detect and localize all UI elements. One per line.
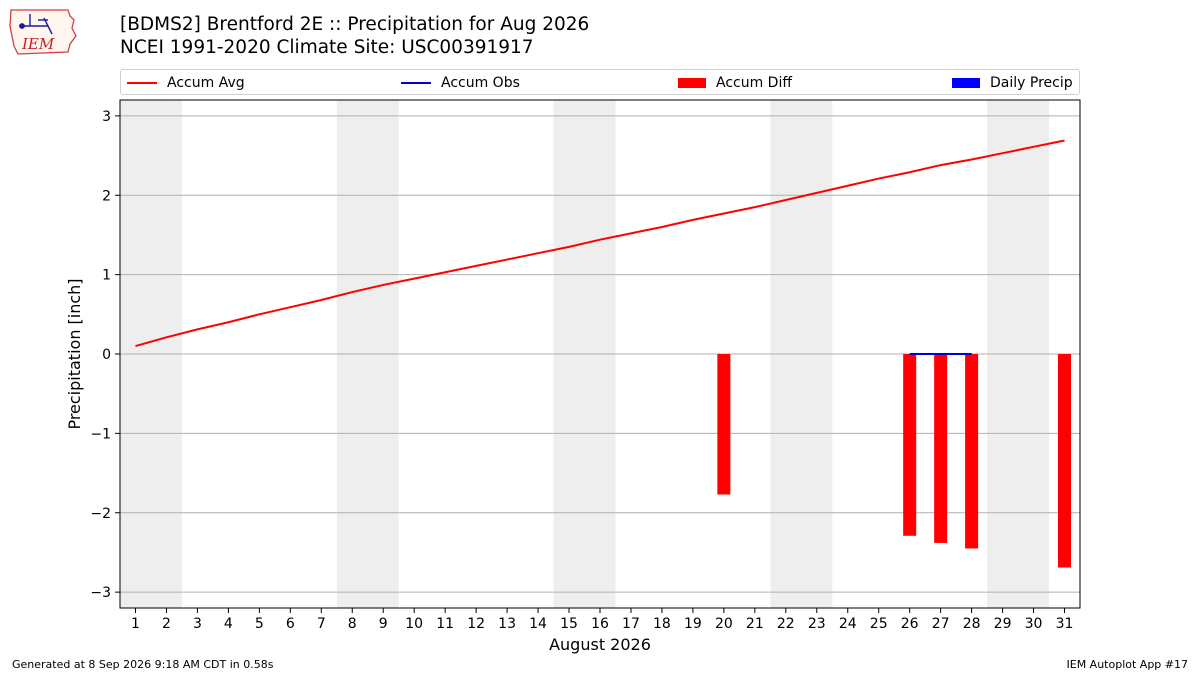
x-tick-label: 19 — [684, 616, 702, 632]
series-lines — [135, 139, 1065, 355]
y-tick-label: 0 — [102, 347, 111, 363]
accum-diff-bar — [717, 354, 731, 495]
x-tick-label: 18 — [653, 616, 671, 632]
x-axis-label: August 2026 — [549, 635, 651, 654]
accum-diff-bars — [717, 354, 1072, 568]
x-tick-label: 4 — [224, 616, 233, 632]
x-tick-label: 30 — [1025, 616, 1043, 632]
legend-accum-obs: Accum Obs — [401, 74, 520, 92]
logo-text: IEM — [21, 35, 55, 53]
y-tick-label: 2 — [102, 188, 111, 204]
y-tick-label: 1 — [102, 268, 111, 284]
x-tick-label: 17 — [622, 616, 640, 632]
title-line-1: [BDMS2] Brentford 2E :: Precipitation fo… — [120, 14, 590, 35]
y-tick-label: −2 — [90, 506, 111, 522]
legend-label-accum-avg: Accum Avg — [167, 75, 245, 91]
x-tick-label: 8 — [348, 616, 357, 632]
x-tick-label: 23 — [808, 616, 826, 632]
accum-avg-line — [135, 139, 1065, 348]
accum-diff-bar — [965, 354, 979, 549]
x-tick-label: 28 — [963, 616, 981, 632]
weather-station-icon — [19, 14, 53, 35]
x-tick-label: 27 — [932, 616, 950, 632]
legend-label-daily-precip: Daily Precip — [990, 75, 1073, 91]
x-tick-label: 13 — [498, 616, 516, 632]
x-tick-label: 2 — [162, 616, 171, 632]
x-tick-label: 14 — [529, 616, 547, 632]
iowa-outline-icon — [9, 9, 77, 55]
x-tick-label: 21 — [746, 616, 764, 632]
chart-title: [BDMS2] Brentford 2E :: Precipitation fo… — [120, 13, 589, 59]
legend-label-accum-diff: Accum Diff — [716, 75, 793, 91]
y-tick-label: −1 — [90, 426, 111, 442]
legend-swatch-accum-diff — [678, 78, 706, 88]
x-tick-label: 20 — [715, 616, 733, 632]
x-tick-label: 31 — [1056, 616, 1074, 632]
x-ticks: 1 2 3 4 5 6 7 8 9 10 11 12 13 14 15 16 17 18 19 20 21 22 23 24 2… — [131, 608, 1073, 632]
generated-timestamp: Generated at 8 Sep 2026 9:18 AM CDT in 0… — [12, 658, 274, 671]
x-tick-label: 12 — [467, 616, 485, 632]
y-axis-label: Precipitation [inch] — [65, 278, 84, 429]
accum-diff-bar — [903, 354, 917, 536]
x-tick-label: 11 — [436, 616, 454, 632]
title-line-2: NCEI 1991-2020 Climate Site: USC00391917 — [120, 37, 534, 58]
accum-diff-bar — [1058, 354, 1072, 568]
legend-daily-precip: Daily Precip — [952, 74, 1073, 92]
legend-swatch-daily-precip — [952, 78, 980, 88]
legend-label-accum-obs: Accum Obs — [441, 75, 520, 91]
x-tick-label: 7 — [317, 616, 326, 632]
x-tick-label: 15 — [560, 616, 578, 632]
x-tick-label: 25 — [870, 616, 888, 632]
app-label: IEM Autoplot App #17 — [1066, 658, 1189, 671]
x-tick-label: 22 — [777, 616, 795, 632]
x-tick-label: 24 — [839, 616, 857, 632]
accum-diff-bar — [934, 354, 948, 543]
y-tick-label: 3 — [102, 109, 111, 125]
y-ticks: −3 −2 −1 0 1 2 3 — [90, 109, 120, 601]
x-tick-label: 26 — [901, 616, 919, 632]
legend-swatch-accum-avg — [127, 82, 157, 84]
x-tick-label: 16 — [591, 616, 609, 632]
legend-accum-diff: Accum Diff — [678, 74, 792, 92]
legend-swatch-accum-obs — [401, 82, 431, 84]
x-tick-label: 9 — [379, 616, 388, 632]
x-tick-label: 10 — [405, 616, 423, 632]
legend: Accum Avg Accum Obs Accum Diff Daily Pre… — [120, 69, 1080, 95]
x-tick-label: 5 — [255, 616, 264, 632]
x-tick-label: 3 — [193, 616, 202, 632]
x-tick-label: 6 — [286, 616, 295, 632]
x-tick-label: 29 — [994, 616, 1012, 632]
x-tick-label: 1 — [131, 616, 140, 632]
legend-accum-avg: Accum Avg — [127, 74, 245, 92]
iem-logo: IEM — [9, 9, 77, 55]
y-tick-label: −3 — [90, 585, 111, 601]
